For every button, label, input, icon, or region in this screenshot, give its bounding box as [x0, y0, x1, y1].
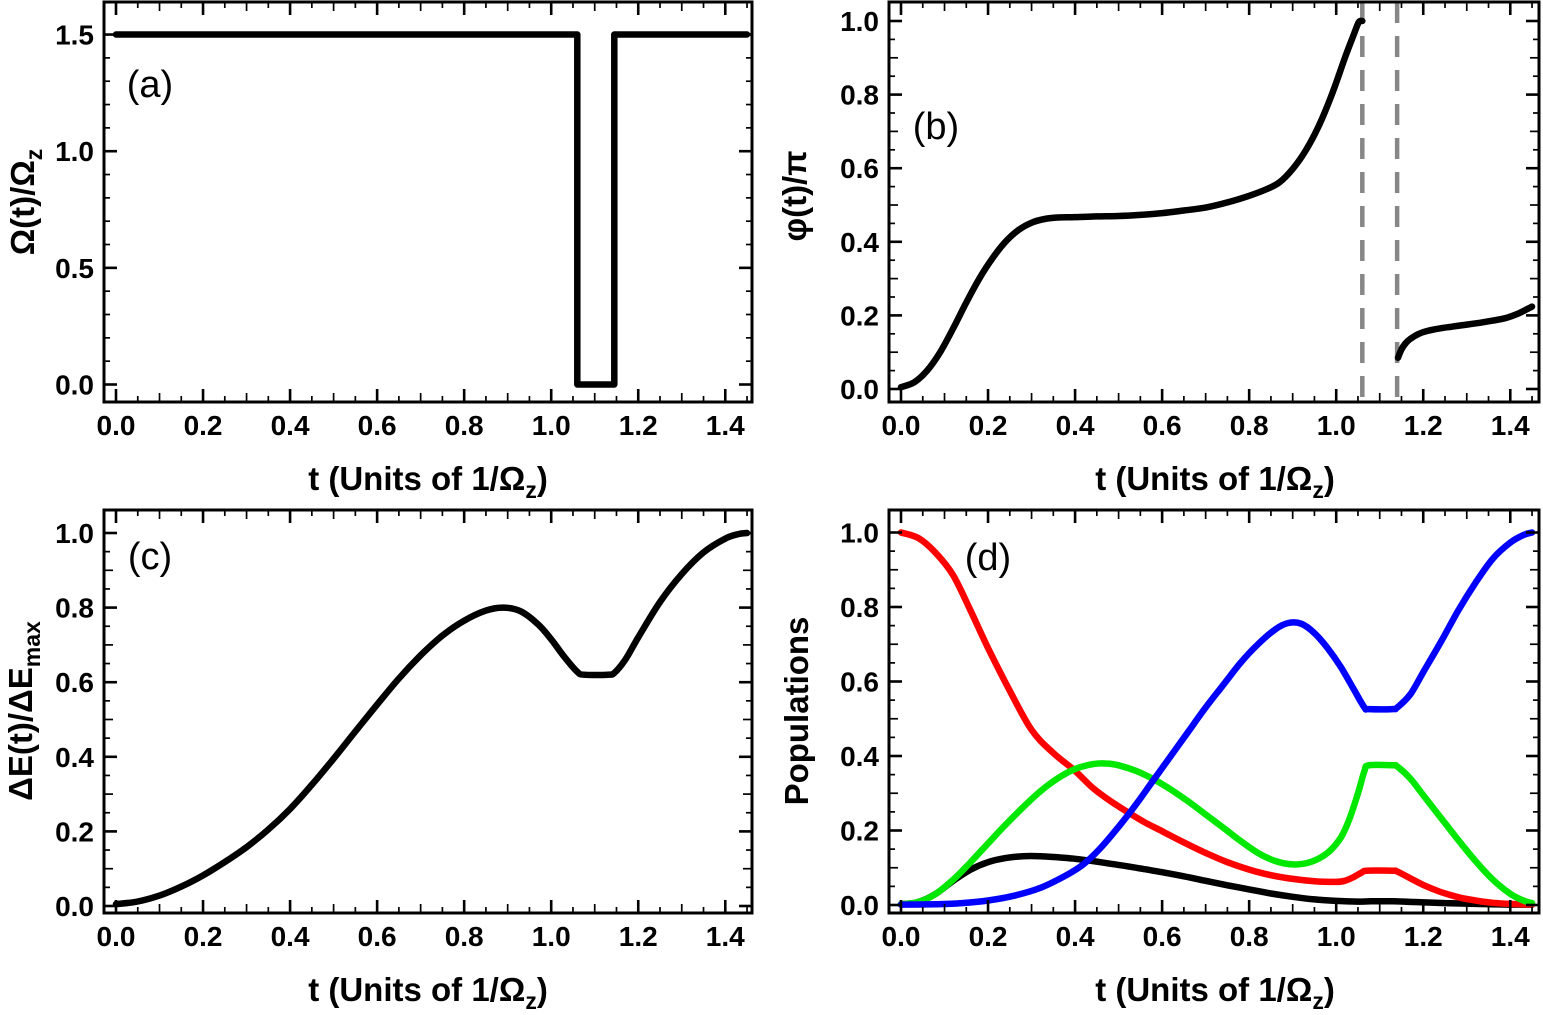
x-tick-label: 1.4 — [1491, 410, 1530, 441]
panel-a: 0.0 0.2 0.4 0.6 0.8 1.0 1.2 1.4 0.0 0.5 1.0 1.5 — [55, 0, 754, 441]
panel-d: 0.0 0.2 0.4 0.6 0.8 1.0 1.2 1.4 0.0 0.2 0.4 0.6 0.8 1… — [840, 508, 1541, 952]
x-tick-label: 1.2 — [619, 410, 658, 441]
y-tick-label: 0.4 — [840, 227, 879, 258]
y-tick-label: 0.5 — [55, 253, 94, 284]
panel-b: 0.0 0.2 0.4 0.6 0.8 1.0 1.2 1.4 0.0 0.2 0.4 0.6 0.8 1… — [840, 0, 1541, 441]
y-tick-label: 1.0 — [55, 518, 94, 549]
x-tick-label: 0.4 — [1056, 410, 1095, 441]
panel-label-c: (c) — [128, 536, 172, 578]
curve-phase-branch-1 — [897, 17, 1366, 391]
tick-marks — [889, 2, 1539, 402]
x-tick-label: 0.8 — [445, 921, 484, 952]
x-tick-label: 0.8 — [1230, 921, 1269, 952]
y-tick-label: 0.4 — [840, 741, 879, 772]
x-tick-label: 0.6 — [1143, 921, 1182, 952]
x-tick-label: 0.0 — [97, 921, 136, 952]
x-tick-label: 0.6 — [358, 410, 397, 441]
x-tick-label: 0.8 — [1230, 410, 1269, 441]
x-axis-title-b: t (Units of 1/Ωz) — [1095, 460, 1335, 503]
curve-energy-cost — [112, 529, 751, 908]
x-tick-label: 0.0 — [97, 410, 136, 441]
x-tick-label: 0.6 — [1143, 410, 1182, 441]
tick-marks — [104, 2, 752, 402]
x-tick-label: 0.4 — [271, 921, 310, 952]
y-tick-label: 1.5 — [55, 20, 94, 51]
y-tick-label: 1.0 — [840, 6, 879, 37]
curve-rabi-pulse — [112, 31, 751, 388]
y-axis-title-b: φ(t)/π — [776, 150, 813, 241]
x-tick-label: 0.6 — [358, 921, 397, 952]
tick-marks — [889, 510, 1539, 913]
y-tick-label: 0.8 — [840, 80, 879, 111]
x-tick-label: 0.8 — [445, 410, 484, 441]
y-tick-label: 0.4 — [55, 742, 94, 773]
curve-population-red — [897, 529, 1536, 908]
panel-c: 0.0 0.2 0.4 0.6 0.8 1.0 1.2 1.4 0.0 0.2 0.4 0.6 0.8 1… — [55, 508, 754, 952]
y-axis-title-c: ΔE(t)/ΔEmax — [2, 621, 45, 801]
panel-label-d: (d) — [965, 537, 1011, 579]
curve-phase-branch-2 — [1394, 303, 1536, 361]
y-tick-label: 0.0 — [55, 891, 94, 922]
x-tick-label: 1.4 — [706, 921, 745, 952]
x-tick-label: 1.2 — [619, 921, 658, 952]
y-tick-label: 0.0 — [840, 890, 879, 921]
x-tick-label: 1.2 — [1404, 921, 1443, 952]
x-tick-label: 0.0 — [882, 410, 921, 441]
y-tick-label: 0.2 — [55, 816, 94, 847]
y-tick-label: 0.0 — [840, 374, 879, 405]
y-tick-label: 1.0 — [55, 136, 94, 167]
y-axis-title-a: Ω(t)/Ωz — [4, 149, 47, 256]
x-tick-label: 1.0 — [532, 921, 571, 952]
x-tick-label: 1.0 — [532, 410, 571, 441]
x-tick-label: 0.4 — [271, 410, 310, 441]
x-axis-title-c: t (Units of 1/Ωz) — [308, 971, 548, 1014]
panel-label-a: (a) — [127, 64, 173, 106]
y-tick-label: 0.6 — [840, 153, 879, 184]
curve-population-green — [897, 760, 1536, 908]
plot-frame — [887, 0, 1541, 404]
y-axis-title-d: Populations — [778, 617, 815, 806]
plot-frame — [102, 508, 754, 915]
x-tick-label: 0.2 — [969, 921, 1008, 952]
y-tick-label: 0.8 — [55, 593, 94, 624]
x-tick-label: 1.0 — [1317, 410, 1356, 441]
curve-population-blue — [897, 529, 1536, 908]
y-tick-label: 0.6 — [55, 667, 94, 698]
tick-marks — [104, 510, 752, 913]
y-tick-label: 0.8 — [840, 592, 879, 623]
x-tick-label: 1.4 — [706, 410, 745, 441]
y-tick-label: 0.2 — [840, 300, 879, 331]
x-tick-label: 1.0 — [1317, 921, 1356, 952]
x-tick-label: 0.0 — [882, 921, 921, 952]
panel-label-b: (b) — [913, 106, 959, 148]
x-tick-label: 0.2 — [969, 410, 1008, 441]
x-tick-label: 1.4 — [1491, 921, 1530, 952]
x-axis-title-a: t (Units of 1/Ωz) — [308, 460, 548, 503]
y-tick-label: 1.0 — [840, 518, 879, 549]
x-axis-title-d: t (Units of 1/Ωz) — [1095, 971, 1335, 1014]
x-tick-label: 0.2 — [184, 921, 223, 952]
y-tick-label: 0.0 — [55, 370, 94, 401]
y-tick-label: 0.2 — [840, 816, 879, 847]
x-tick-label: 0.4 — [1056, 921, 1095, 952]
plot-frame — [102, 0, 754, 404]
x-tick-label: 0.2 — [184, 410, 223, 441]
curve-population-black — [897, 852, 1536, 908]
plot-frame — [887, 508, 1541, 915]
x-tick-label: 1.2 — [1404, 410, 1443, 441]
y-tick-label: 0.6 — [840, 667, 879, 698]
